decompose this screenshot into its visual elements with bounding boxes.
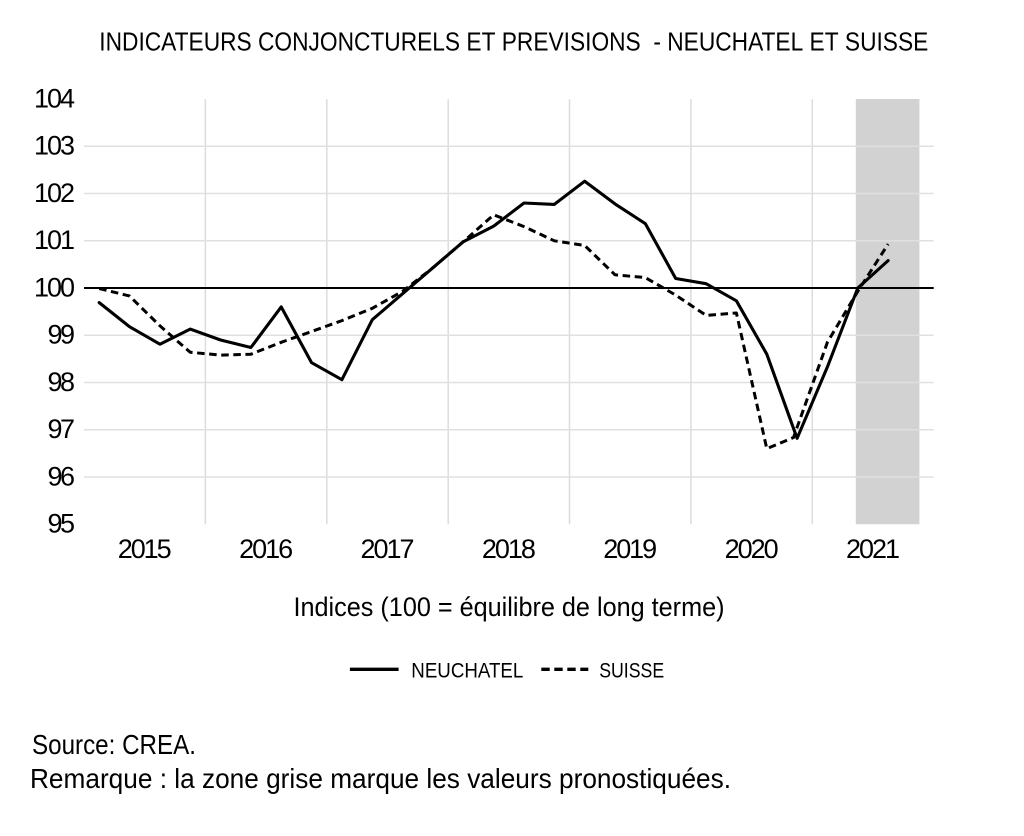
svg-text:101: 101 <box>34 225 75 255</box>
svg-text:Remarque : la zone grise marqu: Remarque : la zone grise marque les vale… <box>30 763 731 794</box>
svg-text:2017: 2017 <box>361 534 415 564</box>
svg-text:NEUCHATEL: NEUCHATEL <box>411 659 523 683</box>
svg-text:100: 100 <box>34 273 75 303</box>
svg-text:102: 102 <box>34 178 75 208</box>
svg-text:99: 99 <box>48 320 76 350</box>
svg-text:2015: 2015 <box>118 534 172 564</box>
svg-text:103: 103 <box>34 131 75 161</box>
svg-text:96: 96 <box>48 462 76 492</box>
svg-text:104: 104 <box>34 84 75 114</box>
svg-text:INDICATEURS CONJONCTURELS ET P: INDICATEURS CONJONCTURELS ET PREVISIONS … <box>99 27 928 57</box>
svg-text:Indices (100 = équilibre de lo: Indices (100 = équilibre de long terme) <box>294 592 725 622</box>
svg-text:97: 97 <box>48 414 76 444</box>
svg-text:98: 98 <box>48 367 76 397</box>
svg-text:2019: 2019 <box>603 534 657 564</box>
svg-text:95: 95 <box>48 509 76 539</box>
svg-text:2021: 2021 <box>846 534 900 564</box>
svg-text:2020: 2020 <box>725 534 779 564</box>
svg-text:2016: 2016 <box>239 534 293 564</box>
svg-text:SUISSE: SUISSE <box>599 659 664 683</box>
svg-text:2018: 2018 <box>482 534 536 564</box>
svg-text:Source: CREA.: Source: CREA. <box>32 729 196 760</box>
